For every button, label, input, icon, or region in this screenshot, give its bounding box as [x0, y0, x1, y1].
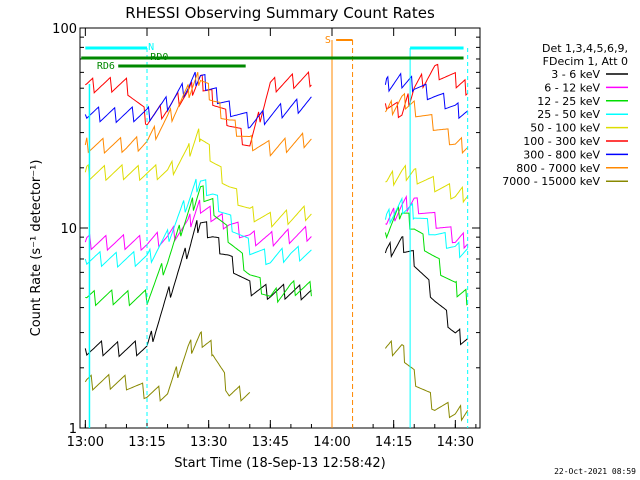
x-tick-label: 13:45: [252, 435, 289, 450]
legend-label-0: 3 - 6 keV: [551, 68, 600, 81]
series-line-6: [84, 71, 469, 129]
legend-label-5: 100 - 300 keV: [523, 135, 600, 148]
annotation-s: S: [325, 35, 331, 46]
annotation-rd6: RD6: [97, 61, 115, 72]
x-axis-label: Start Time (18-Sep-13 12:58:42): [174, 456, 385, 471]
annotation-rd0: RD0: [150, 52, 168, 63]
legend-label-1: 6 - 12 keV: [544, 81, 600, 94]
legend-header-line-2: FDecim 1, Att 0: [543, 55, 628, 68]
x-tick-label: 13:15: [128, 435, 165, 450]
x-tick-label: 13:00: [67, 435, 104, 450]
series-line-3: [84, 178, 469, 269]
x-tick-label: 14:15: [375, 435, 412, 450]
plot-area: 1 10 100 13:00 13:15 13:30 13:45 14:00 14:15 14:3…: [52, 22, 481, 450]
annotation-n: N: [148, 42, 154, 53]
footer-timestamp: 22-Oct-2021 08:59: [554, 467, 636, 476]
series-line-4: [84, 128, 469, 228]
series-line-7: [84, 72, 469, 157]
legend-label-2: 12 - 25 keV: [537, 95, 600, 108]
y-tick-label: 10: [60, 222, 77, 237]
x-tick-label: 13:30: [190, 435, 227, 450]
series-line-2: [85, 185, 469, 307]
series-line-8: [84, 330, 469, 422]
legend-label-4: 50 - 100 keV: [530, 122, 600, 135]
legend-label-6: 300 - 800 keV: [523, 148, 600, 161]
chart-title: RHESSI Observing Summary Count Rates: [125, 4, 435, 22]
y-tick-label: 100: [52, 22, 77, 37]
legend-label-8: 7000 - 15000 keV: [502, 175, 600, 188]
legend-label-7: 800 - 7000 keV: [516, 162, 600, 175]
x-tick-label: 14:30: [437, 435, 474, 450]
y-tick-label: 1: [69, 422, 77, 437]
legend-label-3: 25 - 50 keV: [537, 108, 600, 121]
y-axis-label: Count Rate (s⁻¹ detector⁻¹): [29, 160, 44, 337]
x-tick-label: 14:00: [313, 435, 350, 450]
legend-header-line-1: Det 1,3,4,5,6,9,: [542, 42, 628, 55]
series-line-0: [84, 220, 469, 358]
